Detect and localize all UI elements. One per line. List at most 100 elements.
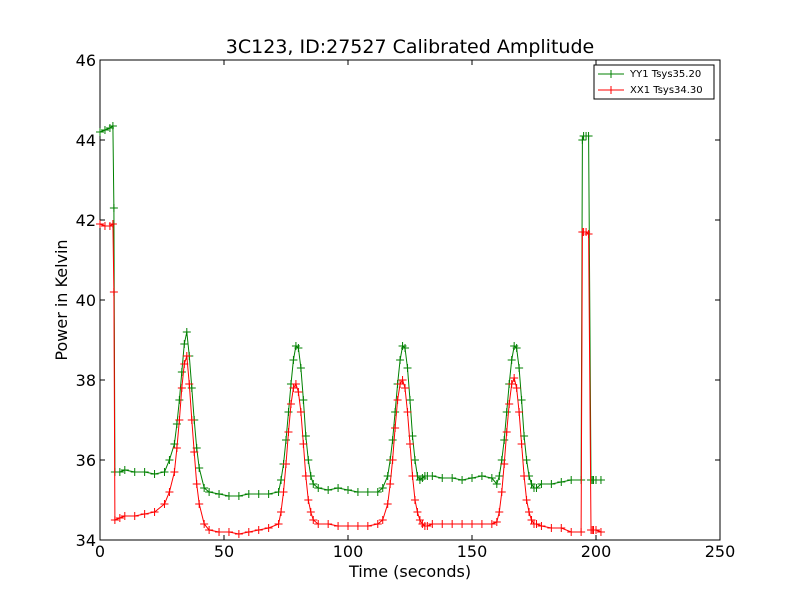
- data-point: [492, 480, 501, 488]
- chart-title: 3C123, ID:27527 Calibrated Amplitude: [226, 36, 594, 58]
- data-point: [567, 476, 576, 484]
- data-point: [294, 344, 303, 352]
- y-tick-label: 36: [76, 451, 96, 470]
- data-point: [401, 384, 410, 392]
- plot-frame: [99, 59, 721, 541]
- data-point: [557, 524, 566, 532]
- data-point: [200, 484, 209, 492]
- data-point: [477, 472, 486, 480]
- data-point: [254, 526, 263, 534]
- data-point: [120, 466, 129, 474]
- data-point: [299, 440, 308, 448]
- data-point: [398, 376, 407, 384]
- data-point: [353, 522, 362, 530]
- y-tick-label: 40: [76, 291, 96, 310]
- data-point: [344, 522, 352, 530]
- data-point: [96, 128, 104, 136]
- data-point: [274, 520, 283, 528]
- data-point: [406, 440, 414, 448]
- data-point: [314, 520, 323, 528]
- data-point: [468, 520, 476, 528]
- data-point: [108, 220, 117, 228]
- legend-frame: [593, 64, 715, 100]
- data-point: [423, 522, 432, 530]
- data-point: [507, 356, 516, 364]
- data-point: [383, 472, 392, 480]
- legend-label-xx1: XX1 Tsys34.30: [630, 85, 703, 96]
- data-point: [547, 480, 556, 488]
- data-point: [396, 356, 405, 364]
- data-point: [438, 474, 447, 482]
- y-axis-label: Power in Kelvin: [52, 239, 71, 360]
- data-point: [205, 526, 214, 534]
- data-point: [448, 474, 457, 482]
- data-point: [289, 356, 298, 364]
- data-point: [277, 476, 286, 484]
- tick-layer: 0 50 100 150 200 250 34 36 38 40 42 44 46: [76, 51, 736, 561]
- data-point: [304, 496, 313, 504]
- data-point: [386, 480, 395, 488]
- data-point: [244, 490, 253, 498]
- data-point: [182, 328, 191, 336]
- data-point: [234, 492, 243, 500]
- data-point: [284, 428, 293, 436]
- data-point: [195, 500, 204, 508]
- data-point: [468, 474, 476, 482]
- data-point: [510, 374, 519, 382]
- data-point: [100, 126, 109, 134]
- data-point: [282, 436, 290, 444]
- data-point: [458, 476, 467, 484]
- data-point: [406, 396, 414, 404]
- data-point: [596, 476, 605, 484]
- data-point: [577, 528, 586, 536]
- data-point: [244, 528, 253, 536]
- data-point: [495, 472, 504, 480]
- data-point: [505, 400, 514, 408]
- data-point: [150, 470, 159, 478]
- data-point: [192, 480, 201, 488]
- data-point: [448, 520, 457, 528]
- data-point: [438, 520, 447, 528]
- data-point: [309, 480, 318, 488]
- data-point: [306, 508, 315, 516]
- data-point: [110, 516, 119, 524]
- x-tick-label: 150: [457, 542, 488, 561]
- data-point: [532, 520, 541, 528]
- data-point: [537, 480, 546, 488]
- x-tick-label: 0: [95, 542, 105, 561]
- data-point: [458, 520, 467, 528]
- legend: YY1 Tsys35.20 XX1 Tsys34.30: [593, 64, 715, 100]
- data-point: [408, 472, 417, 480]
- data-point: [532, 484, 541, 492]
- data-point: [378, 516, 387, 524]
- y-tick-label: 38: [76, 371, 96, 390]
- data-point: [165, 488, 174, 496]
- data-point: [557, 478, 566, 486]
- data-point: [294, 388, 303, 396]
- data-point: [487, 474, 496, 482]
- data-point: [175, 396, 184, 404]
- data-point: [190, 448, 199, 456]
- data-point: [130, 512, 139, 520]
- data-point: [324, 486, 333, 494]
- data-point: [215, 490, 224, 498]
- data-point: [401, 344, 410, 352]
- data-point: [170, 468, 179, 476]
- data-point: [391, 424, 400, 432]
- x-tick-label: 250: [705, 542, 736, 561]
- data-point: [224, 528, 233, 536]
- x-axis-label: Time (seconds): [348, 562, 471, 581]
- plot-area: 0 50 100 150 200 250 34 36 38 40 42 44 46: [76, 51, 736, 561]
- y-tick-label: 42: [76, 211, 96, 230]
- data-point: [596, 528, 605, 536]
- data-point: [96, 220, 104, 228]
- data-point: [520, 472, 529, 480]
- legend-entry-xx1: XX1 Tsys34.30: [598, 85, 703, 96]
- data-point: [108, 122, 117, 130]
- data-point: [378, 484, 387, 492]
- data-point: [254, 490, 263, 498]
- data-point: [388, 436, 397, 444]
- data-point: [180, 360, 189, 368]
- data-point: [515, 364, 524, 372]
- data-point: [517, 396, 526, 404]
